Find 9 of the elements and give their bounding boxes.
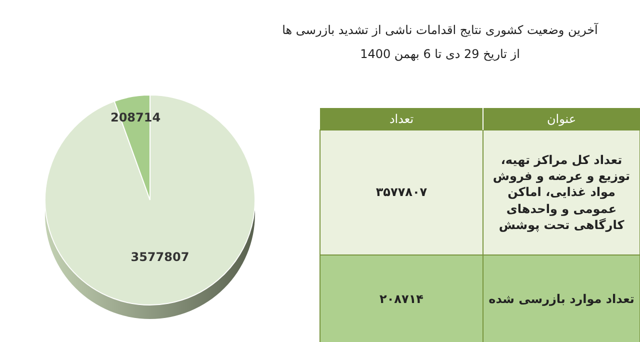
data-label: 3577807 <box>130 250 190 264</box>
text: تعداد <box>388 110 415 128</box>
text: از تاریخ 29 دی تا 6 بهمن 1400 <box>360 47 520 61</box>
text: عنوان <box>546 110 578 128</box>
text: تعداد موارد بازرسی شده <box>488 290 636 308</box>
text: ۳۵۷۷۸۰۷ <box>374 184 428 202</box>
text: ۲۰۸۷۱۴ <box>378 290 424 308</box>
text: تعداد کل مراکز تهیه، توزیع و عرضه و فروش مواد غذایی، اماکن عمومی و واحدهای کارگاهی تحت پوشش <box>492 152 632 234</box>
text: آخرین وضعیت کشوری نتایج اقدامات ناشی از تشدید بازرسی ها <box>282 22 599 37</box>
